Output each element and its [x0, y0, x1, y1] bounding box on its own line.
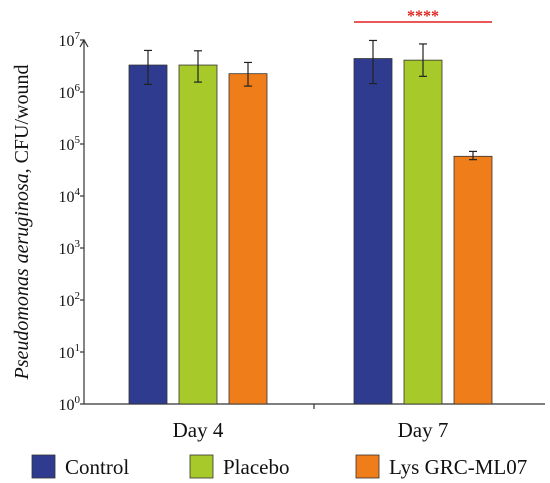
y-tick-label: 103 — [59, 238, 81, 258]
labels: 100 101 102 103 104 105 106 107 Day 4 Day 7 **** Ps… — [11, 8, 492, 442]
significance-label: **** — [407, 8, 439, 25]
bar — [128, 64, 168, 405]
y-tick-label: 101 — [59, 342, 81, 362]
y-tick-label: 100 — [59, 394, 81, 414]
legend-label: Control — [65, 455, 129, 479]
legend-swatch — [355, 454, 380, 479]
y-tick-label: 104 — [59, 186, 81, 206]
y-tick-label: 106 — [59, 82, 81, 102]
y-axis-label: Pseudomonas aeruginosa, CFU/wound — [11, 64, 33, 380]
category-label: Day 7 — [398, 418, 449, 442]
bar — [228, 73, 268, 405]
bar — [453, 155, 493, 405]
y-tick-label: 105 — [59, 134, 81, 154]
legend-swatch — [189, 454, 214, 479]
legend-label: Placebo — [223, 455, 289, 479]
bar — [353, 58, 393, 405]
category-label: Day 4 — [173, 418, 224, 442]
error-bars — [144, 39, 477, 161]
legend-swatch — [31, 454, 56, 479]
y-tick-label: 102 — [59, 290, 81, 310]
legend-label: Lys GRC-ML07 — [389, 455, 527, 479]
bar — [178, 64, 218, 405]
y-tick-label: 107 — [59, 30, 81, 50]
bars — [128, 58, 493, 405]
legend: Control Placebo Lys GRC-ML07 — [31, 454, 527, 479]
bar — [403, 59, 443, 405]
